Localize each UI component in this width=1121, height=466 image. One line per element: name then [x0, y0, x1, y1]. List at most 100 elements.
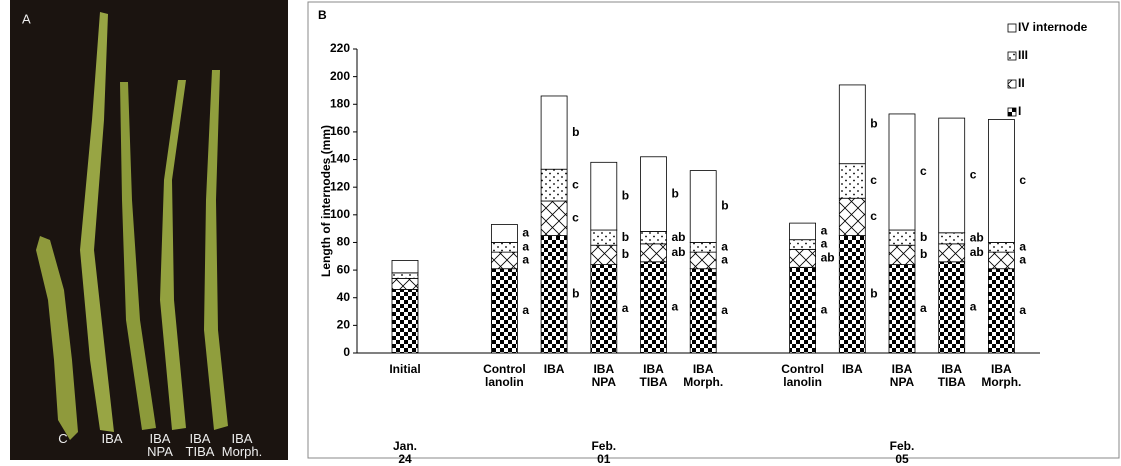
bar-segment — [988, 242, 1014, 252]
legend-swatch — [1008, 80, 1016, 88]
bar-segment — [392, 260, 418, 272]
group-label: Feb. 01 — [591, 440, 616, 466]
significance-letter: a — [721, 253, 728, 267]
x-tick-label: Control lanolin — [483, 363, 526, 389]
bar-segment — [641, 244, 667, 262]
bar-segment — [491, 269, 517, 353]
significance-letter: c — [920, 164, 927, 178]
bar-segment — [491, 252, 517, 269]
bar-segment — [541, 201, 567, 236]
bar-segment — [839, 164, 865, 199]
significance-letter: a — [672, 300, 679, 314]
bar-segment — [641, 157, 667, 232]
significance-letter: c — [870, 209, 877, 223]
bar-segment — [392, 289, 418, 353]
panel-label: B — [318, 8, 327, 22]
bar-segment — [690, 252, 716, 269]
group-label: Feb. 05 — [890, 440, 915, 466]
bar-segment — [641, 231, 667, 243]
bar-segment — [541, 236, 567, 353]
bar-segment — [790, 249, 816, 267]
bar-segment — [591, 245, 617, 264]
figure: A B Length of internodes (mm) 0204060801… — [0, 0, 1121, 460]
significance-letter: a — [622, 301, 629, 315]
significance-letter: a — [522, 239, 529, 253]
y-tick-label: 220 — [330, 41, 350, 55]
stem-label: IBA TIBA — [186, 432, 215, 458]
bar-segment — [889, 245, 915, 264]
legend-label: IV internode — [1018, 20, 1088, 34]
bar-segment — [839, 198, 865, 235]
bar-segment — [591, 230, 617, 245]
bar-segment — [939, 244, 965, 262]
y-tick-label: 80 — [337, 235, 351, 249]
significance-letter: c — [572, 210, 579, 224]
significance-letter: a — [821, 224, 828, 238]
significance-letter: ab — [672, 230, 686, 244]
y-tick-label: 140 — [330, 152, 350, 166]
x-tick-label: IBA TIBA — [938, 363, 966, 389]
bar-segment — [889, 265, 915, 353]
significance-letter: ab — [970, 245, 984, 259]
bar-segment — [491, 242, 517, 252]
y-tick-label: 200 — [330, 69, 350, 83]
significance-letter: a — [821, 302, 828, 316]
bar-segment — [392, 273, 418, 279]
x-tick-label: IBA — [842, 363, 863, 376]
stem-label: IBA Morph. — [222, 432, 262, 458]
bar-segment — [790, 223, 816, 240]
bar-segment — [690, 242, 716, 252]
bar-segment — [790, 240, 816, 250]
x-tick-label: IBA Morph. — [981, 363, 1021, 389]
legend-label: III — [1018, 48, 1028, 62]
x-tick-label: Initial — [389, 363, 420, 376]
significance-letter: c — [970, 168, 977, 182]
bar-segment — [591, 162, 617, 230]
significance-letter: a — [1019, 253, 1026, 267]
significance-letter: b — [920, 247, 927, 261]
bar-segment — [790, 267, 816, 353]
significance-letter: b — [572, 125, 579, 139]
bar-segment — [988, 269, 1014, 353]
significance-letter: ab — [821, 251, 835, 265]
significance-letter: a — [970, 300, 977, 314]
significance-letter: c — [870, 173, 877, 187]
bar-segment — [690, 269, 716, 353]
stem-label: IBA NPA — [147, 432, 173, 458]
x-tick-label: IBA Morph. — [683, 363, 723, 389]
x-tick-label: IBA NPA — [592, 363, 616, 389]
y-tick-label: 120 — [330, 179, 350, 193]
bar-segment — [839, 85, 865, 164]
significance-letter: a — [1019, 239, 1026, 253]
legend-swatch — [1008, 24, 1016, 32]
significance-letter: b — [870, 286, 877, 300]
page: {"photo": {"label": "A", "stem_labels": … — [0, 0, 1121, 460]
significance-letter: a — [522, 226, 529, 240]
bar-segment — [690, 171, 716, 243]
significance-letter: c — [572, 177, 579, 191]
legend-label: II — [1018, 76, 1025, 90]
photo — [10, 0, 288, 460]
significance-letter: b — [920, 230, 927, 244]
significance-letter: c — [1019, 173, 1026, 187]
group-label: Jan. 24 — [393, 440, 417, 466]
legend-label: I — [1018, 104, 1021, 118]
bar-segment — [939, 262, 965, 353]
photo-panel-label: A — [22, 11, 31, 26]
significance-letter: b — [672, 186, 679, 200]
bar-segment — [988, 119, 1014, 242]
legend-swatch — [1008, 108, 1016, 116]
significance-letter: ab — [672, 245, 686, 259]
x-tick-label: IBA — [544, 363, 565, 376]
bar-segment — [541, 96, 567, 169]
significance-letter: ab — [970, 230, 984, 244]
bar-segment — [839, 236, 865, 353]
significance-letter: a — [522, 253, 529, 267]
y-tick-label: 160 — [330, 124, 350, 138]
significance-letter: b — [622, 247, 629, 261]
bar-segment — [889, 230, 915, 245]
bar-segment — [541, 169, 567, 201]
y-axis-title: Length of internodes (mm) — [319, 125, 333, 277]
x-tick-label: IBA NPA — [890, 363, 914, 389]
y-tick-label: 40 — [337, 290, 351, 304]
